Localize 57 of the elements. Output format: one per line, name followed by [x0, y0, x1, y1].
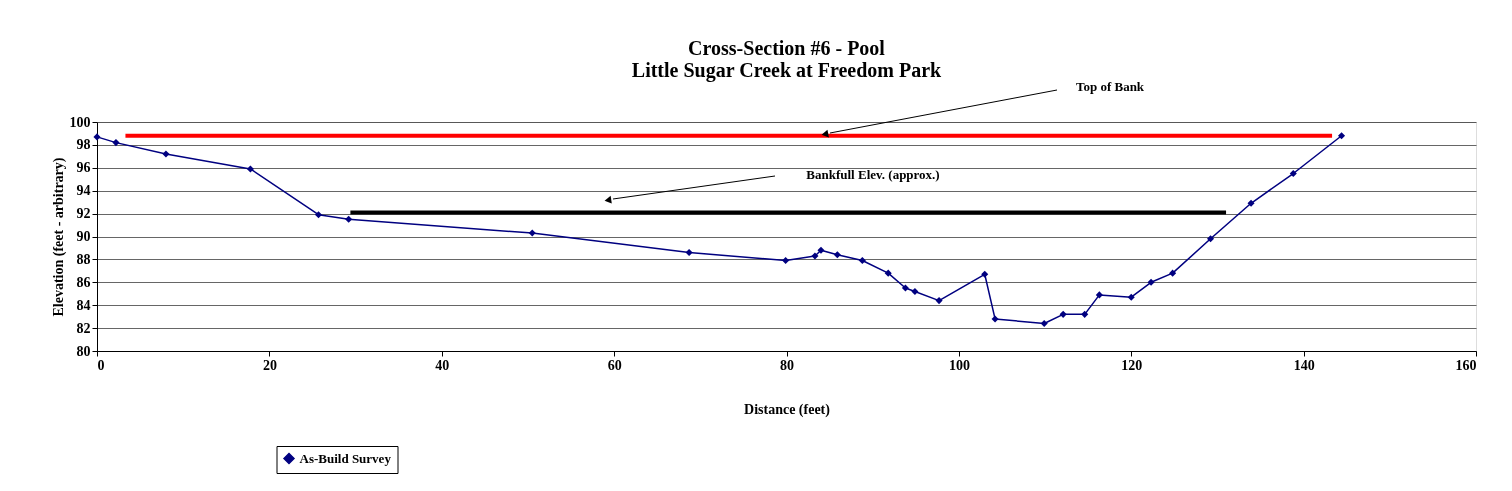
- y-axis-title: Elevation (feet - arbitrary): [50, 157, 67, 317]
- point: [1081, 310, 1089, 318]
- point: [833, 251, 841, 259]
- y-tick-label: 96: [76, 160, 91, 176]
- point: [1338, 132, 1346, 140]
- point: [1147, 278, 1155, 286]
- x-axis-title: Distance (feet): [744, 401, 831, 418]
- x-tick-label: 0: [97, 357, 105, 373]
- y-tick-label: 82: [76, 320, 91, 336]
- text: Cross-Section #6 - Pool: [688, 37, 885, 59]
- y-tick-label: 98: [76, 137, 91, 153]
- point: [162, 150, 170, 158]
- text: Little Sugar Creek at Freedom Park: [631, 59, 942, 81]
- y-tick-label: 100: [69, 114, 91, 130]
- y-tick-label: 80: [76, 343, 91, 359]
- point: [93, 133, 101, 141]
- y-tick-label: 90: [76, 229, 91, 244]
- point: [1169, 269, 1177, 277]
- point: [935, 297, 943, 305]
- point: [782, 257, 790, 265]
- point: [811, 252, 819, 260]
- x-tick-label: 80: [780, 357, 794, 373]
- point: [901, 284, 909, 292]
- y-tick-label: 94: [76, 183, 91, 199]
- y-tick-label: 92: [76, 206, 91, 222]
- point: [1095, 291, 1103, 299]
- point: [1059, 310, 1067, 318]
- legend-label: As-Build Survey: [299, 450, 392, 466]
- x-tick-label: 100: [948, 357, 970, 373]
- point: [345, 215, 353, 223]
- text: Top of Bank: [1075, 79, 1145, 94]
- point: [858, 257, 866, 265]
- x-tick-label: 140: [1293, 357, 1315, 373]
- point: [1289, 169, 1297, 178]
- point: [528, 229, 536, 237]
- point: [1207, 235, 1215, 243]
- y-tick-label: 88: [76, 251, 91, 267]
- point: [314, 211, 323, 219]
- point: [1040, 319, 1048, 328]
- point: [981, 270, 989, 278]
- point: [1247, 199, 1255, 207]
- point: [884, 269, 892, 277]
- x-tick-label: 120: [1121, 357, 1143, 373]
- x-tick-label: 40: [435, 357, 450, 373]
- x-tick-label: 20: [262, 357, 277, 373]
- point: [685, 248, 693, 257]
- point: [1127, 293, 1135, 301]
- y-tick-label: 84: [76, 297, 91, 313]
- point: [246, 165, 254, 173]
- point: [112, 139, 120, 147]
- point: [991, 315, 999, 323]
- y-tick-label: 86: [76, 274, 91, 290]
- annotation: Bankfull Elev. (approx.): [806, 167, 940, 182]
- point: [911, 287, 919, 295]
- x-tick-label: 60: [607, 357, 622, 373]
- point: [817, 246, 825, 254]
- x-tick-label: 160: [1455, 357, 1477, 373]
